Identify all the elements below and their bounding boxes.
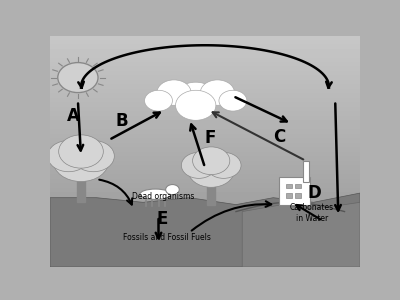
Text: D: D [307,184,321,202]
Bar [286,184,292,188]
Circle shape [166,184,179,195]
Bar [295,193,301,198]
Circle shape [200,80,234,105]
Bar [208,170,215,205]
Circle shape [176,90,216,120]
Text: C: C [273,128,286,146]
Bar [286,193,292,198]
Text: Carbonates
in Water: Carbonates in Water [290,203,334,223]
Text: B: B [115,112,128,130]
Circle shape [219,90,247,111]
Bar [279,177,310,205]
Circle shape [174,82,218,115]
Polygon shape [50,193,360,267]
Circle shape [53,140,109,182]
Circle shape [157,80,191,105]
Text: Fossils and Fossil Fuels: Fossils and Fossil Fuels [123,233,211,242]
Circle shape [188,153,234,187]
Ellipse shape [140,189,171,200]
Polygon shape [242,202,360,267]
Bar [295,184,301,188]
Circle shape [144,90,172,111]
Text: Dead organisms: Dead organisms [132,192,194,201]
Circle shape [181,152,216,178]
Text: E: E [157,210,168,228]
Circle shape [48,140,90,172]
Circle shape [59,135,103,168]
Circle shape [58,63,98,93]
Circle shape [193,147,230,175]
Circle shape [206,152,241,178]
Bar [303,161,309,182]
Text: A: A [67,107,80,125]
Circle shape [72,140,114,172]
Bar [77,161,85,202]
Text: F: F [205,129,216,147]
